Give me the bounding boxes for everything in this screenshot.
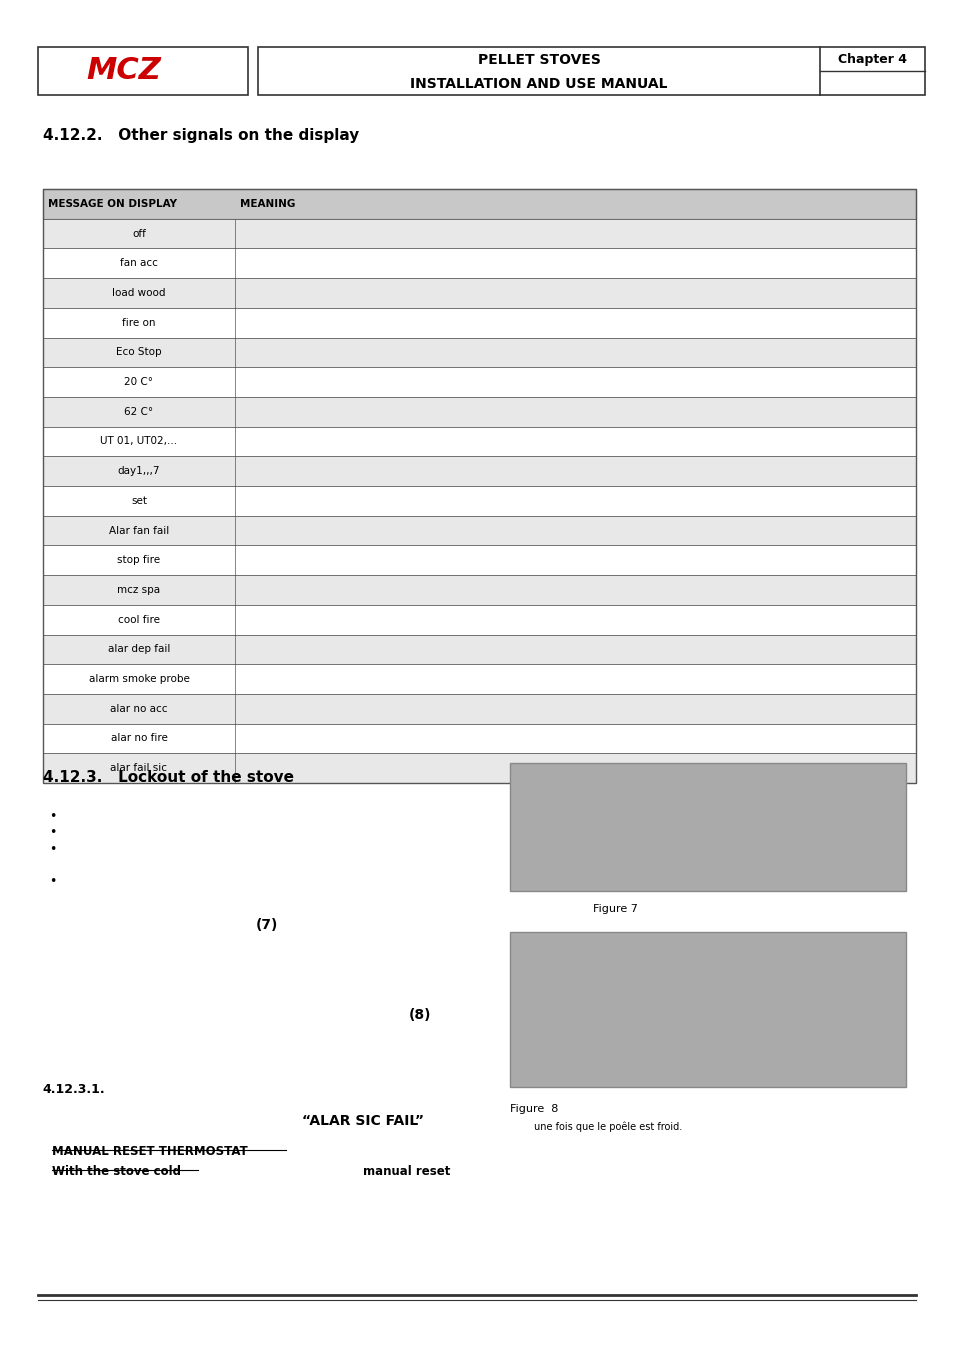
Text: •: • — [50, 810, 57, 824]
Text: Figure  8: Figure 8 — [510, 1104, 558, 1114]
Text: Chapter 4: Chapter 4 — [838, 53, 906, 66]
Text: off: off — [132, 228, 146, 239]
Text: (7): (7) — [255, 918, 278, 932]
FancyBboxPatch shape — [43, 456, 915, 486]
Text: mcz spa: mcz spa — [117, 585, 160, 595]
Text: cool fire: cool fire — [118, 614, 160, 625]
Text: fan acc: fan acc — [120, 258, 158, 269]
FancyBboxPatch shape — [43, 664, 915, 694]
Text: MANUAL RESET THERMOSTAT: MANUAL RESET THERMOSTAT — [52, 1145, 248, 1158]
FancyBboxPatch shape — [43, 367, 915, 397]
Text: •: • — [50, 875, 57, 888]
Text: manual reset: manual reset — [362, 1165, 450, 1179]
Text: •: • — [50, 826, 57, 840]
FancyBboxPatch shape — [43, 397, 915, 427]
FancyBboxPatch shape — [43, 248, 915, 278]
FancyBboxPatch shape — [38, 47, 248, 95]
FancyBboxPatch shape — [43, 516, 915, 545]
Text: UT 01, UT02,...: UT 01, UT02,... — [100, 436, 177, 447]
FancyBboxPatch shape — [510, 763, 905, 891]
Text: MESSAGE ON DISPLAY: MESSAGE ON DISPLAY — [48, 198, 176, 209]
Text: une fois que le poêle est froid.: une fois que le poêle est froid. — [534, 1122, 681, 1133]
Text: set: set — [131, 495, 147, 506]
Text: 4.12.3.   Lockout of the stove: 4.12.3. Lockout of the stove — [43, 769, 294, 784]
Text: day1,,,7: day1,,,7 — [117, 466, 160, 477]
Text: alarm smoke probe: alarm smoke probe — [89, 674, 190, 684]
Text: MCZ: MCZ — [87, 57, 161, 85]
FancyBboxPatch shape — [43, 278, 915, 308]
Text: INSTALLATION AND USE MANUAL: INSTALLATION AND USE MANUAL — [410, 77, 667, 92]
Text: Eco Stop: Eco Stop — [116, 347, 162, 358]
Text: alar no fire: alar no fire — [111, 733, 167, 744]
Text: MEANING: MEANING — [239, 198, 294, 209]
FancyBboxPatch shape — [43, 605, 915, 634]
Text: stop fire: stop fire — [117, 555, 160, 566]
FancyBboxPatch shape — [43, 545, 915, 575]
Text: Alar fan fail: Alar fan fail — [109, 525, 169, 536]
FancyBboxPatch shape — [43, 575, 915, 605]
Text: (8): (8) — [408, 1008, 431, 1022]
Text: Figure 7: Figure 7 — [593, 904, 638, 914]
Text: With the stove cold: With the stove cold — [52, 1165, 181, 1179]
FancyBboxPatch shape — [510, 931, 905, 1087]
Text: 4.12.3.1.: 4.12.3.1. — [43, 1083, 106, 1096]
Text: 62 C°: 62 C° — [124, 406, 153, 417]
FancyBboxPatch shape — [43, 486, 915, 516]
Text: alar fail sic: alar fail sic — [111, 763, 168, 774]
FancyBboxPatch shape — [43, 338, 915, 367]
FancyBboxPatch shape — [43, 694, 915, 724]
FancyBboxPatch shape — [43, 753, 915, 783]
FancyBboxPatch shape — [257, 47, 924, 95]
FancyBboxPatch shape — [43, 634, 915, 664]
Text: alar dep fail: alar dep fail — [108, 644, 170, 655]
FancyBboxPatch shape — [43, 724, 915, 753]
FancyBboxPatch shape — [43, 219, 915, 248]
Text: “ALAR SIC FAIL”: “ALAR SIC FAIL” — [301, 1114, 423, 1127]
Text: •: • — [50, 842, 57, 856]
Text: load wood: load wood — [112, 288, 166, 298]
Text: alar no acc: alar no acc — [111, 703, 168, 714]
Text: 20 C°: 20 C° — [124, 377, 153, 387]
Text: PELLET STOVES: PELLET STOVES — [477, 53, 599, 68]
Text: 4.12.2.   Other signals on the display: 4.12.2. Other signals on the display — [43, 128, 358, 143]
FancyBboxPatch shape — [43, 189, 915, 219]
FancyBboxPatch shape — [43, 427, 915, 456]
FancyBboxPatch shape — [43, 308, 915, 338]
Text: fire on: fire on — [122, 317, 155, 328]
